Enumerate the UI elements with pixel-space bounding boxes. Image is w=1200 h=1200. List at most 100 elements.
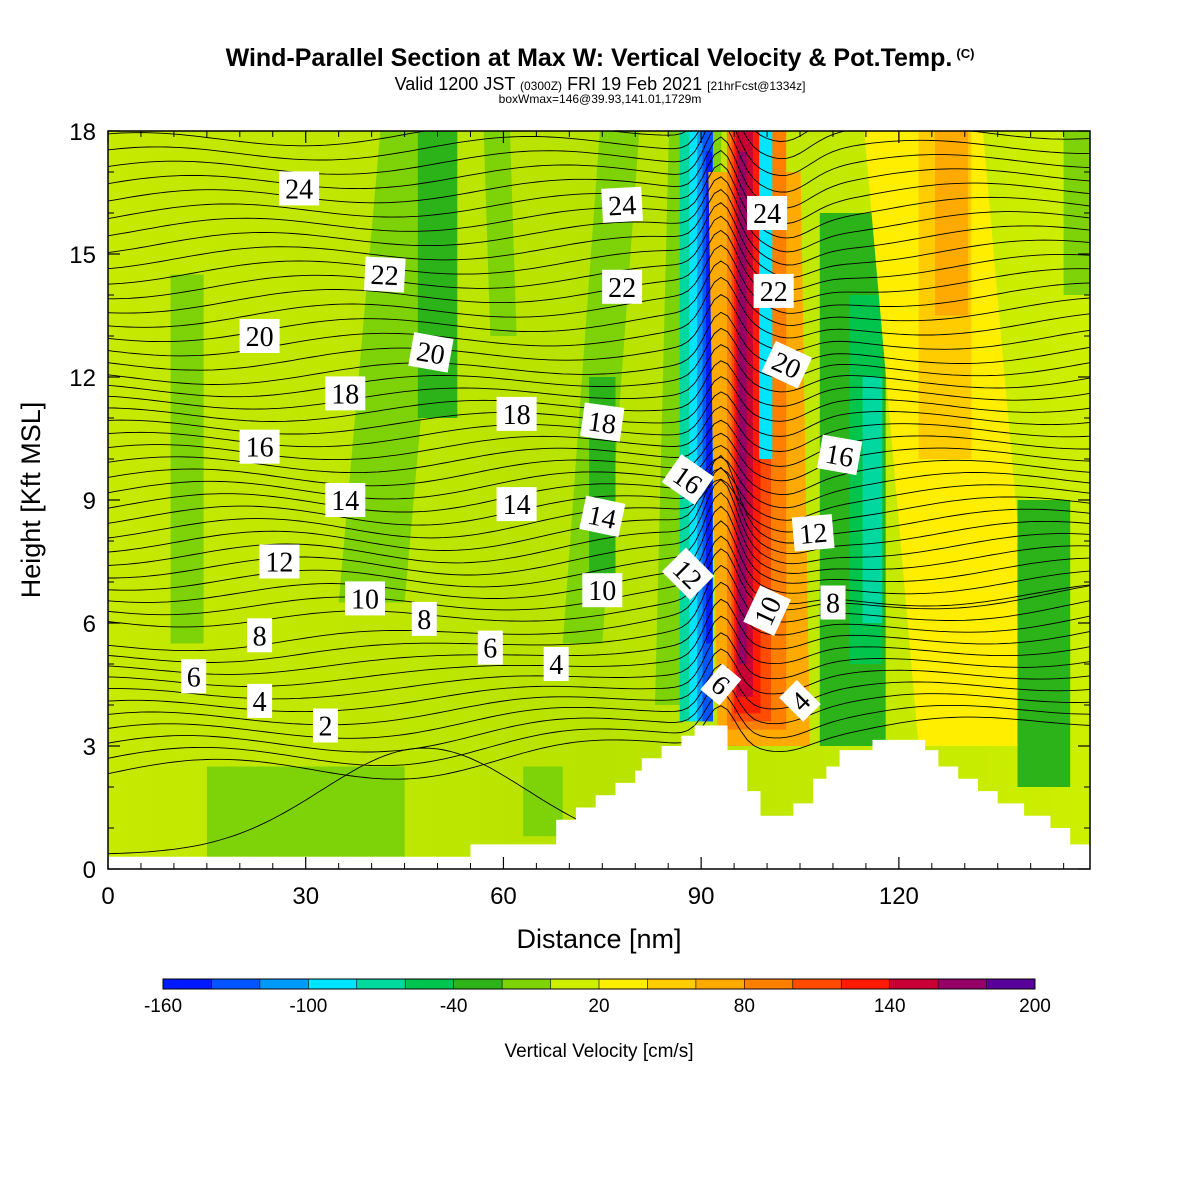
colorbar-swatch xyxy=(889,979,939,989)
colorbar-tick-label: 20 xyxy=(588,996,609,1017)
contour-label-text: 22 xyxy=(370,260,400,292)
contour-label-text: 14 xyxy=(331,486,359,517)
contour-label-box xyxy=(816,434,863,476)
contour-label: 8 xyxy=(820,585,846,620)
velocity-band xyxy=(862,377,883,623)
theta-contour-line xyxy=(108,432,1090,487)
theta-contour-line xyxy=(108,131,1090,177)
colorbar-label: Vertical Velocity [cm/s] xyxy=(504,1041,693,1062)
contour-label: 12 xyxy=(259,544,300,579)
colorbar-tick-label: 200 xyxy=(1019,996,1051,1017)
contour-label-box xyxy=(761,340,813,389)
y-axis-label: Height [Kft MSL] xyxy=(16,402,46,599)
contour-label-text: 6 xyxy=(483,634,497,665)
contour-label: 16 xyxy=(816,434,863,476)
contour-label-box xyxy=(820,585,846,620)
contour-label-text: 18 xyxy=(503,400,531,431)
theta-contour-line xyxy=(108,131,1090,161)
colorbar-swatch xyxy=(356,979,406,989)
velocity-band xyxy=(523,766,563,837)
theta-contour-line xyxy=(108,564,1090,663)
valid-zulu: (0300Z) xyxy=(520,79,563,93)
colorbar: -160 -100 -40 20 80 140 200 Vertical Velocity [… xyxy=(144,978,1051,1062)
y-tick-label: 9 xyxy=(83,488,96,515)
contour-label: 10 xyxy=(345,581,385,616)
contour-label-box xyxy=(779,680,821,722)
theta-contour-line xyxy=(108,581,1090,675)
contour-label: 4 xyxy=(247,683,273,718)
contour-label-box xyxy=(345,581,385,616)
contour-label-box xyxy=(579,495,626,538)
contour-label-text: 12 xyxy=(798,518,829,551)
x-tick-label: 90 xyxy=(688,883,715,910)
colorbar-tick-label: -40 xyxy=(440,996,467,1017)
contour-label-box xyxy=(700,663,742,706)
contour-label-text: 10 xyxy=(588,576,616,607)
colorbar-tick-label: 80 xyxy=(734,996,755,1017)
colorbar-swatch xyxy=(841,979,890,989)
contour-label-text: 8 xyxy=(826,589,840,620)
contour-label: 10 xyxy=(582,573,623,608)
contour-label-box xyxy=(747,196,788,230)
axes: 0 30 60 90 120 0 3 6 9 12 15 18 Distance [nm] Height … xyxy=(16,119,1090,954)
theta-contour-line xyxy=(108,229,1090,314)
contour-label-text: 8 xyxy=(417,605,431,636)
contour-label-text: 12 xyxy=(265,548,293,579)
valid-prefix: Valid 1200 JST xyxy=(394,74,515,94)
colorbar-swatch xyxy=(211,979,261,989)
colorbar-swatch xyxy=(502,979,551,989)
contour-label-text: 4 xyxy=(549,650,563,681)
contour-label-box xyxy=(411,601,437,636)
theta-contour-line xyxy=(108,692,1090,767)
valid-date: FRI 19 Feb 2021 xyxy=(567,74,703,94)
contour-label: 6 xyxy=(477,630,503,665)
theta-contour-line xyxy=(108,327,1090,398)
contour-label-text: 2 xyxy=(319,712,333,743)
x-tick-label: 60 xyxy=(490,883,517,910)
contour-label-text: 6 xyxy=(187,662,201,693)
contour-label: 14 xyxy=(496,487,537,522)
contour-label: 4 xyxy=(543,647,569,681)
contour-label-text: 18 xyxy=(586,406,618,441)
contour-label: 16 xyxy=(239,429,280,464)
contour-label-box xyxy=(313,708,338,743)
contour-label-box xyxy=(496,487,537,522)
contour-label-box xyxy=(239,319,280,353)
contour-label: 14 xyxy=(325,483,366,517)
colorbar-swatch xyxy=(550,979,600,989)
copyright-mark: (C) xyxy=(956,46,975,61)
contour-label-text: 14 xyxy=(503,490,531,521)
contour-label-box xyxy=(602,269,643,304)
colorbar-swatch xyxy=(744,979,794,989)
contour-label: 18 xyxy=(496,396,537,431)
contour-label: 8 xyxy=(247,618,273,653)
theta-contour-line xyxy=(108,150,1090,224)
theta-contour-line xyxy=(108,131,1090,193)
colorbar-swatch xyxy=(163,979,212,989)
velocity-band xyxy=(738,151,747,664)
colorbar-tick-label: 140 xyxy=(874,996,906,1017)
colorbar-swatch xyxy=(599,979,648,989)
contour-label: 2 xyxy=(313,708,338,743)
theta-contour-line xyxy=(108,311,1090,385)
contour-label: 18 xyxy=(325,376,366,411)
contour-label-box xyxy=(543,647,569,681)
contour-label-box xyxy=(601,186,643,223)
contour-label-box xyxy=(753,273,794,308)
theta-contour-line xyxy=(108,419,1090,474)
contour-label-box xyxy=(791,514,835,552)
x-axis-label: Distance [nm] xyxy=(516,924,681,954)
contour-label-text: 10 xyxy=(351,584,379,615)
contour-label-text: 16 xyxy=(823,439,856,474)
contour-label-box xyxy=(580,402,625,442)
contour-label: 18 xyxy=(580,402,625,442)
contour-label-box xyxy=(363,256,406,293)
contour-label-box xyxy=(661,547,715,600)
contour-label-box xyxy=(325,483,366,517)
contour-label: 22 xyxy=(602,269,643,304)
colorbar-swatch xyxy=(308,979,358,989)
chart-title: Wind-Parallel Section at Max W: Vertical… xyxy=(0,44,1200,73)
contour-label-text: 22 xyxy=(760,277,788,308)
colorbar-swatch xyxy=(453,979,503,989)
contour-label: 22 xyxy=(753,273,794,308)
